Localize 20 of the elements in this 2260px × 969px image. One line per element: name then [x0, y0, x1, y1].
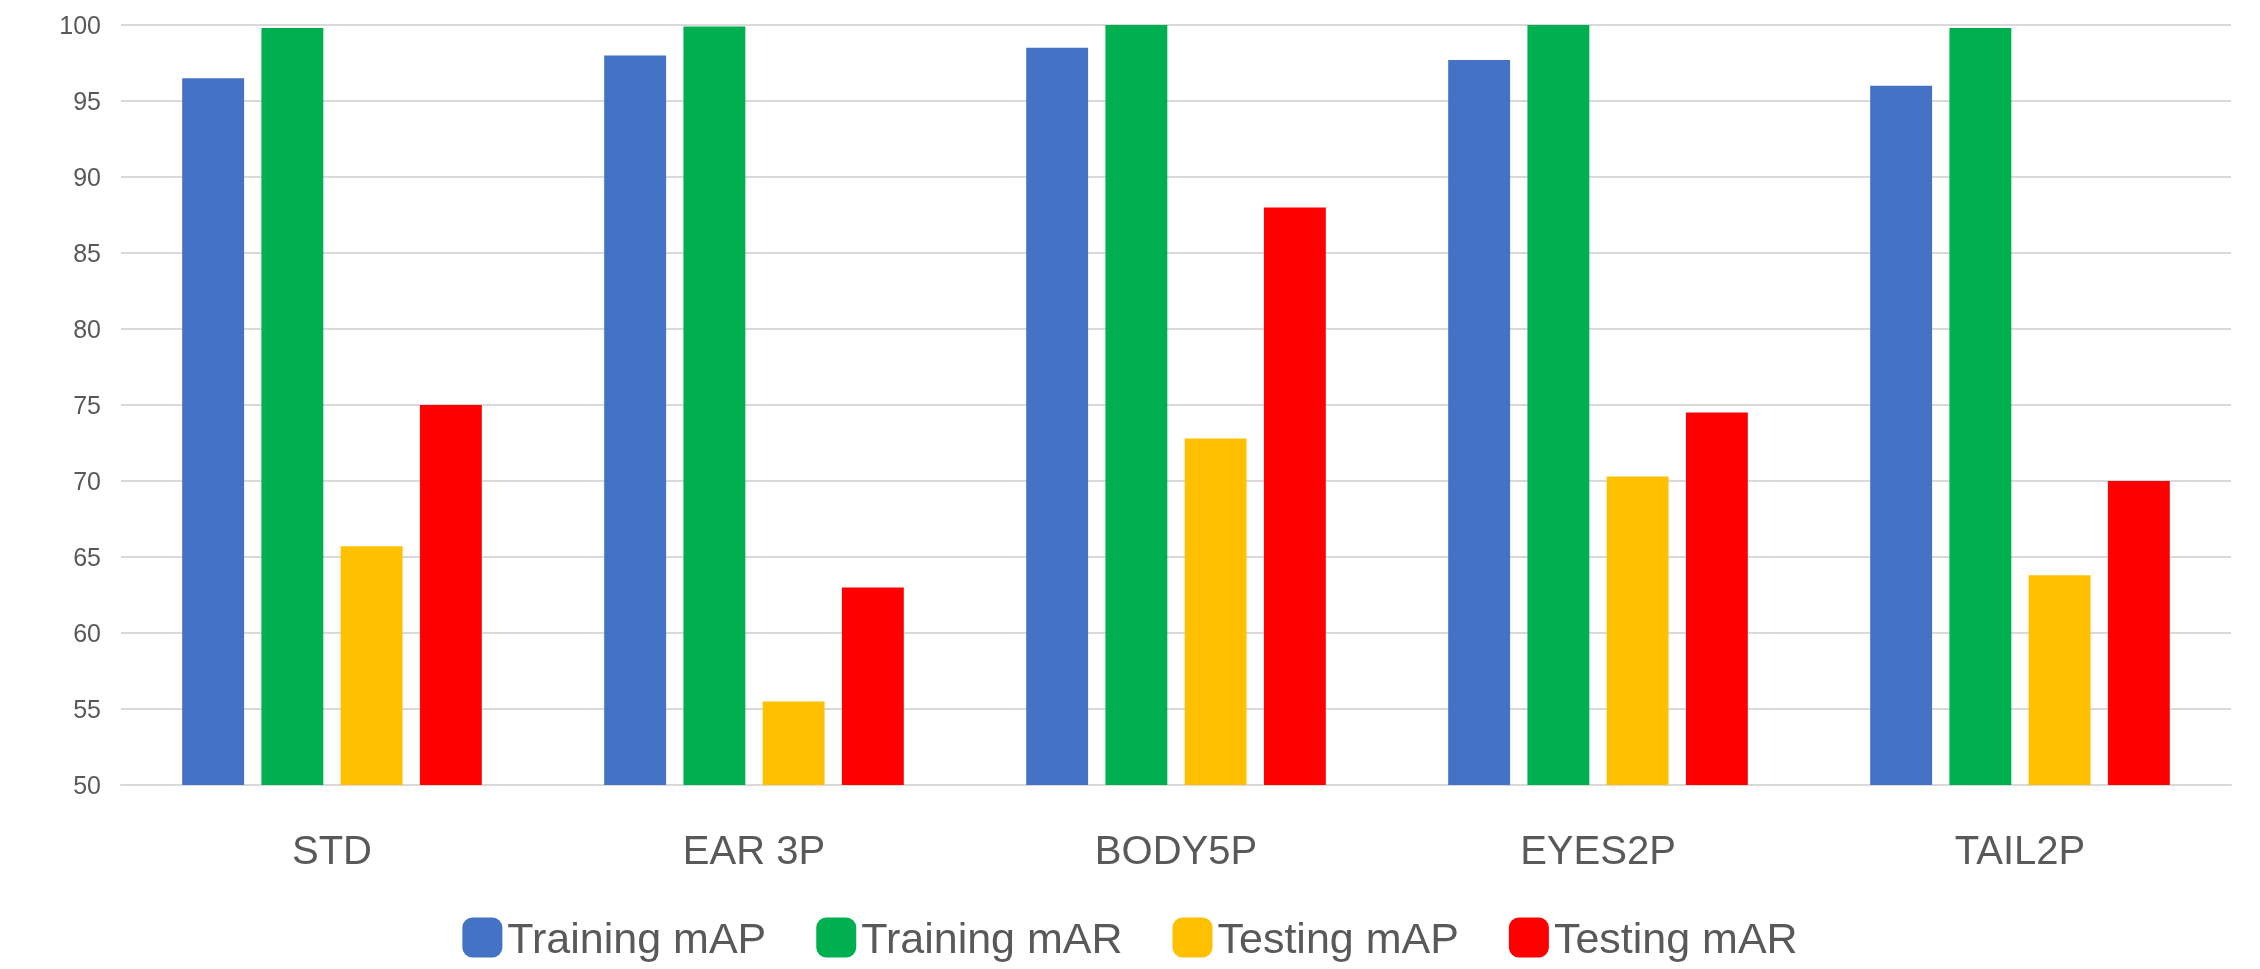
legend-label: Testing mAP [1217, 913, 1459, 962]
x-tick-label: BODY5P [1094, 828, 1258, 872]
y-tick-label: 65 [73, 543, 101, 571]
y-tick-label: 100 [59, 11, 101, 39]
y-tick-label: 80 [73, 315, 101, 343]
y-tick-label: 95 [73, 87, 101, 115]
x-tick-label: STD [292, 828, 372, 872]
y-tick-label: 70 [73, 467, 101, 495]
x-tick-label: EAR 3P [682, 828, 826, 872]
legend-label: Testing mAR [1553, 913, 1798, 962]
x-tick-label: TAIL2P [1954, 828, 2086, 872]
x-tick-label: EYES2P [1520, 828, 1676, 872]
legend-label: Training mAR [861, 913, 1123, 962]
y-tick-label: 55 [73, 695, 101, 723]
y-tick-label: 50 [73, 771, 101, 799]
y-tick-label: 90 [73, 163, 101, 191]
y-tick-label: 85 [73, 239, 101, 267]
y-tick-label: 75 [73, 391, 101, 419]
y-tick-label: 60 [73, 619, 101, 647]
legend-label: Training mAP [507, 913, 767, 962]
